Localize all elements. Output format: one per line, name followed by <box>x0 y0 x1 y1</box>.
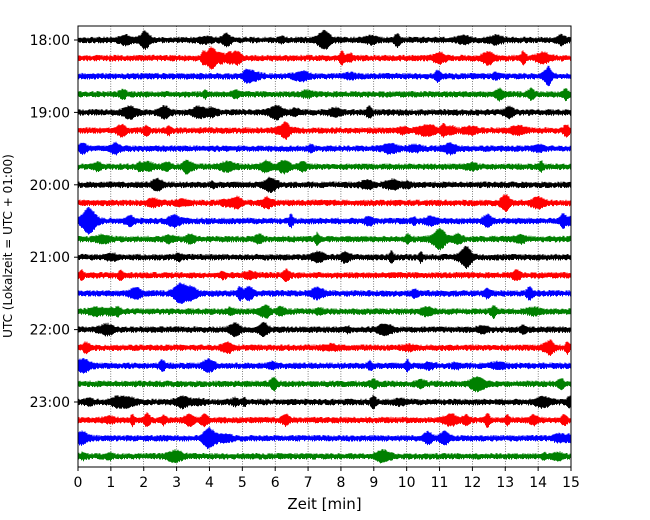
trace-row <box>77 65 572 87</box>
trace-row <box>77 376 572 393</box>
trace-row <box>77 394 572 410</box>
trace-row <box>77 159 572 175</box>
x-tick-label: 15 <box>562 475 580 491</box>
trace-row <box>77 321 572 338</box>
x-tick-label: 6 <box>271 475 280 491</box>
y-tick-label: 21:00 <box>30 250 70 266</box>
x-tick-label: 11 <box>431 475 449 491</box>
x-axis-ticks: 0 1 2 3 4 5 6 7 8 9 10 11 12 13 14 15 <box>74 467 580 491</box>
x-tick-label: 4 <box>205 475 214 491</box>
trace-row <box>77 46 572 70</box>
y-tick-label: 18:00 <box>30 33 70 49</box>
x-tick-label: 5 <box>238 475 247 491</box>
y-tick-label: 19:00 <box>30 105 70 121</box>
seismic-traces <box>77 29 572 464</box>
x-tick-label: 7 <box>304 475 313 491</box>
y-tick-label: 20:00 <box>30 178 70 194</box>
trace-row <box>77 194 572 212</box>
y-tick-label: 23:00 <box>30 395 70 411</box>
x-tick-label: 9 <box>369 475 378 491</box>
trace-row <box>77 412 572 428</box>
trace-row <box>77 206 572 235</box>
plot-frame <box>77 25 572 468</box>
trace-row <box>77 176 572 194</box>
trace-row <box>77 227 572 251</box>
y-axis-label: UTC (Lokalzeit = UTC + 01:00) <box>1 154 15 338</box>
x-axis-label: Zeit [min] <box>287 495 361 513</box>
x-tick-label: 14 <box>529 475 547 491</box>
x-tick-label: 0 <box>74 475 83 491</box>
x-tick-label: 12 <box>463 475 481 491</box>
trace-row <box>77 29 572 50</box>
trace-row <box>77 245 572 270</box>
y-axis-ticks: 18:00 19:00 20:00 21:00 22:00 23:00 <box>30 33 78 411</box>
x-tick-label: 2 <box>139 475 148 491</box>
x-tick-label: 8 <box>336 475 345 491</box>
x-gridlines <box>110 26 539 467</box>
trace-row <box>77 449 572 464</box>
x-tick-label: 13 <box>496 475 514 491</box>
y-tick-label: 22:00 <box>30 323 70 339</box>
trace-row <box>77 282 572 304</box>
trace-row <box>77 339 572 357</box>
trace-row <box>77 121 572 140</box>
trace-row <box>77 87 572 102</box>
trace-row <box>77 304 572 320</box>
trace-row <box>77 104 572 121</box>
x-tick-label: 1 <box>106 475 115 491</box>
trace-row <box>77 268 572 283</box>
trace-row <box>77 141 572 156</box>
x-tick-label: 10 <box>398 475 416 491</box>
trace-row <box>77 357 572 374</box>
x-tick-label: 3 <box>172 475 181 491</box>
trace-row <box>77 426 572 450</box>
